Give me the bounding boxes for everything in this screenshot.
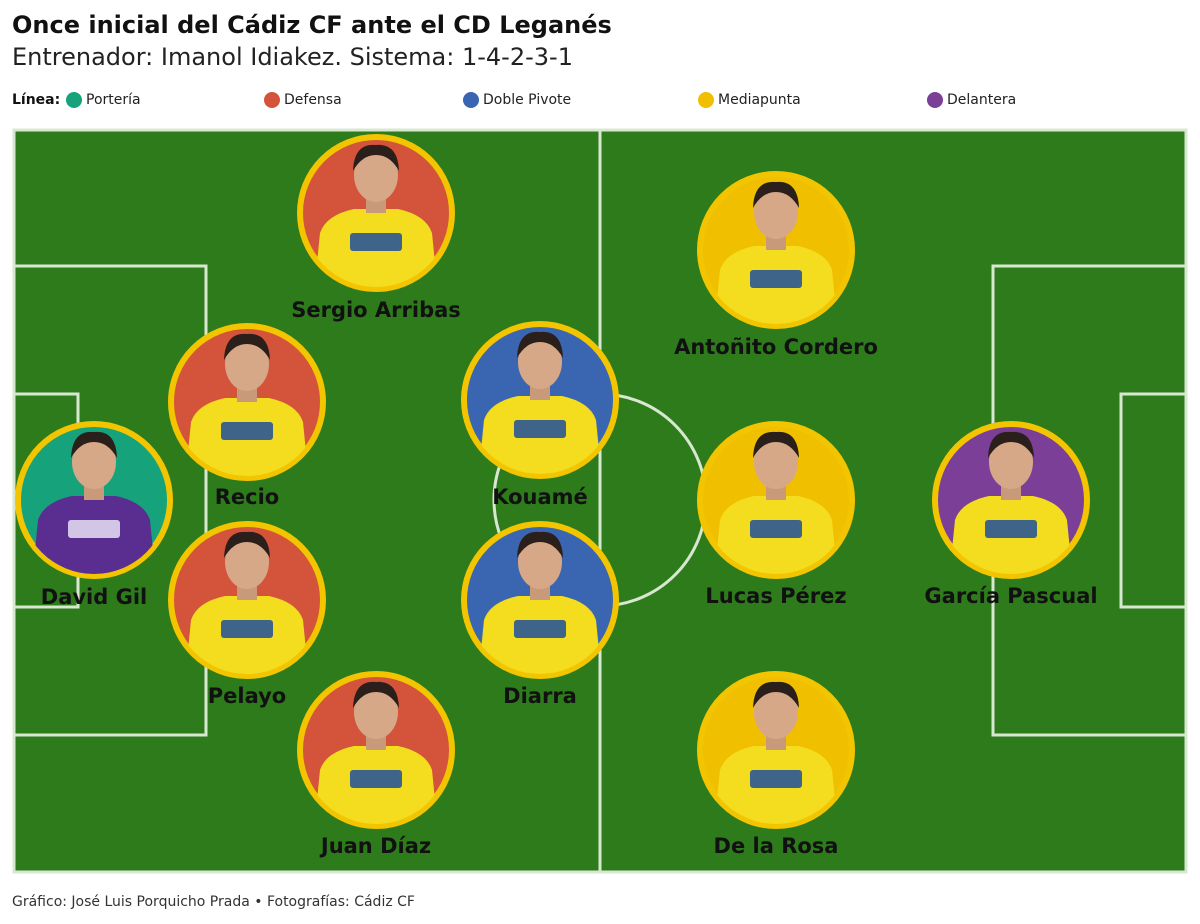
- legend-swatch: [927, 92, 943, 108]
- player-name: Juan Díaz: [319, 834, 431, 858]
- player-name: García Pascual: [924, 584, 1097, 608]
- player-photo: [714, 431, 838, 574]
- sponsor: [221, 620, 273, 638]
- hair: [517, 531, 563, 558]
- player-name: Diarra: [503, 684, 577, 708]
- sponsor: [221, 422, 273, 440]
- head: [518, 335, 562, 389]
- legend-item: Delantera: [927, 92, 1016, 108]
- hair: [224, 531, 270, 558]
- player-photo: [314, 144, 438, 287]
- legend-text: Mediapunta: [718, 92, 801, 108]
- head: [754, 435, 798, 489]
- hair: [753, 681, 799, 708]
- title: Once inicial del Cádiz CF ante el CD Leg…: [12, 11, 612, 39]
- player: Recio: [168, 323, 326, 509]
- head: [354, 685, 398, 739]
- player-photo: [314, 681, 438, 824]
- sponsor: [350, 233, 402, 251]
- player-photo: [714, 181, 838, 324]
- player-name: Sergio Arribas: [291, 298, 461, 322]
- player-photo: [185, 531, 309, 674]
- head: [225, 337, 269, 391]
- player: García Pascual: [924, 421, 1098, 608]
- player: Sergio Arribas: [291, 134, 461, 322]
- player: De la Rosa: [697, 671, 855, 858]
- legend-text: Portería: [86, 92, 141, 108]
- legend-item: Mediapunta: [698, 92, 801, 108]
- sponsor: [750, 270, 802, 288]
- head: [354, 148, 398, 202]
- player-name: Recio: [215, 485, 280, 509]
- legend-text: Delantera: [947, 92, 1016, 108]
- player-photo: [185, 333, 309, 476]
- legend-swatch: [66, 92, 82, 108]
- hair: [224, 333, 270, 360]
- hair: [353, 144, 399, 171]
- head: [225, 535, 269, 589]
- hair: [753, 181, 799, 208]
- head: [989, 435, 1033, 489]
- player: Lucas Pérez: [697, 421, 855, 608]
- player-name: Lucas Pérez: [705, 584, 846, 608]
- player-photo: [478, 331, 602, 474]
- sponsor: [985, 520, 1037, 538]
- legend-text: Defensa: [284, 92, 342, 108]
- hair: [753, 431, 799, 458]
- player: Diarra: [461, 521, 619, 708]
- legend-item: Defensa: [264, 92, 342, 108]
- player: Pelayo: [168, 521, 326, 708]
- legend-text: Doble Pivote: [483, 92, 571, 108]
- sponsor: [350, 770, 402, 788]
- legend-swatch: [463, 92, 479, 108]
- player-name: De la Rosa: [714, 834, 839, 858]
- player-photo: [949, 431, 1073, 574]
- player-name: David Gil: [41, 585, 147, 609]
- player-name: Pelayo: [208, 684, 286, 708]
- sponsor: [514, 620, 566, 638]
- player-name: Antoñito Cordero: [674, 335, 878, 359]
- player-photo: [714, 681, 838, 824]
- legend-item: Doble Pivote: [463, 92, 571, 108]
- player: Kouamé: [461, 321, 619, 509]
- legend-label: Línea:: [12, 92, 60, 108]
- subtitle: Entrenador: Imanol Idiakez. Sistema: 1-4…: [12, 43, 573, 71]
- player: Juan Díaz: [297, 671, 455, 858]
- player-photo: [32, 431, 156, 574]
- player-name: Kouamé: [492, 485, 588, 509]
- hair: [517, 331, 563, 358]
- head: [72, 435, 116, 489]
- hair: [988, 431, 1034, 458]
- player-photo: [478, 531, 602, 674]
- hair: [71, 431, 117, 458]
- head: [754, 685, 798, 739]
- player: Antoñito Cordero: [674, 171, 878, 359]
- credit: Gráfico: José Luis Porquicho Prada • Fot…: [12, 894, 415, 910]
- sponsor: [750, 770, 802, 788]
- sponsor: [750, 520, 802, 538]
- head: [518, 535, 562, 589]
- legend-swatch: [698, 92, 714, 108]
- sponsor: [68, 520, 120, 538]
- sponsor: [514, 420, 566, 438]
- player: David Gil: [15, 421, 173, 609]
- hair: [353, 681, 399, 708]
- legend-swatch: [264, 92, 280, 108]
- head: [754, 185, 798, 239]
- legend-item: Portería: [66, 92, 141, 108]
